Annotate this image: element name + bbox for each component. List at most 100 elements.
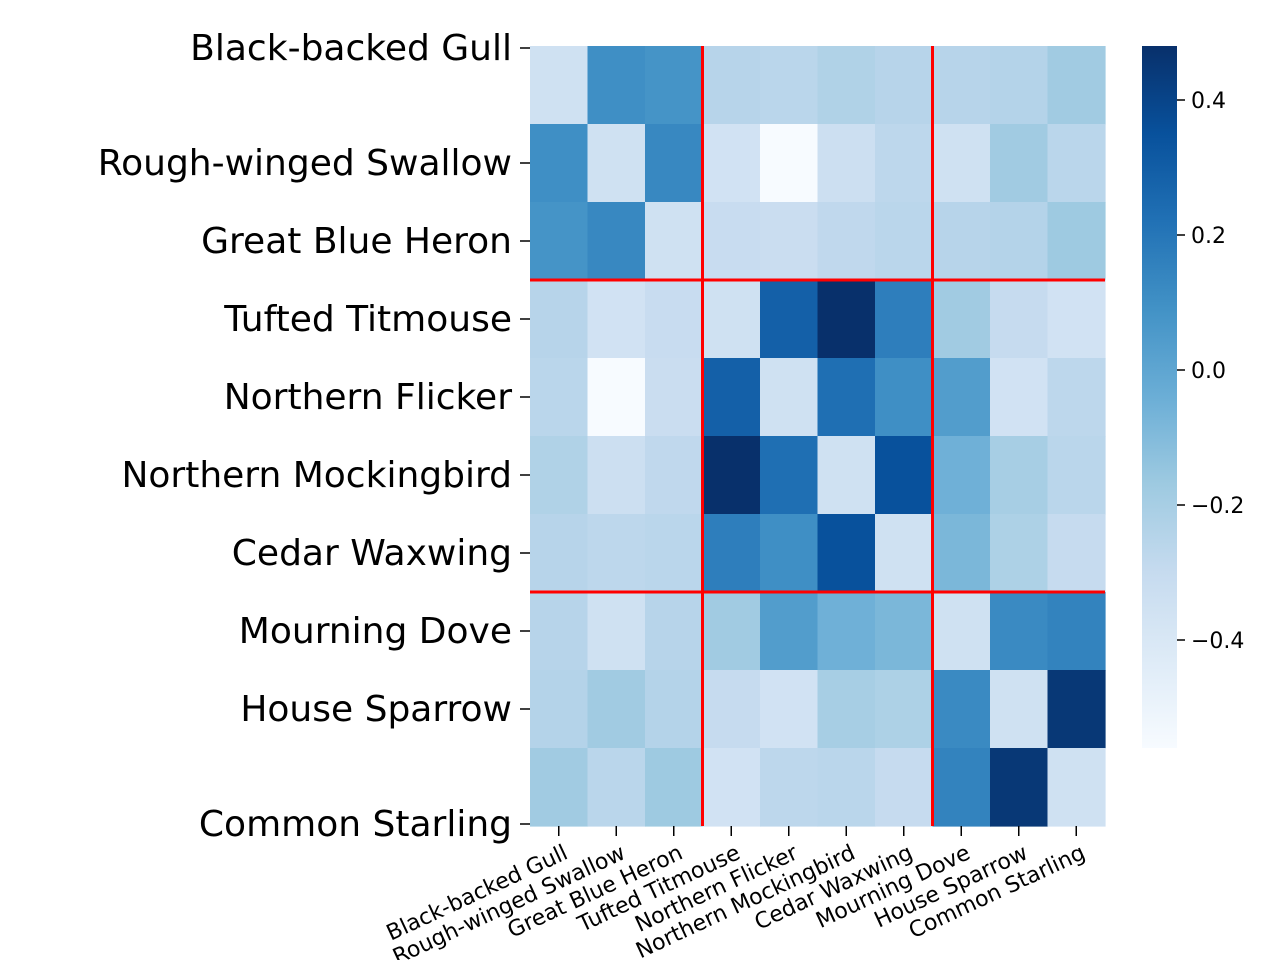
heatmap-cell-r0-c4 [760,46,819,125]
heatmap-cell-r2-c9 [1047,202,1106,281]
heatmap-cell-r5-c9 [1047,436,1106,515]
heatmap-cell-r1-c6 [875,124,934,203]
heatmap-cell-r6-c9 [1047,514,1106,593]
heatmap-cell-r1-c4 [760,124,819,203]
colorbar-tick-label: 0.0 [1191,359,1226,384]
heatmap-cell-r7-c7 [932,592,991,671]
heatmap-cell-r9-c7 [932,748,991,827]
heatmap-cell-r0-c7 [932,46,991,125]
heatmap-cell-r5-c7 [932,436,991,515]
heatmap-cell-r4-c2 [645,358,704,437]
heatmap-cell-r5-c5 [817,436,876,515]
y-tick-label: Tufted Titmouse [223,299,512,340]
heatmap-cell-r7-c8 [990,592,1049,671]
heatmap-cell-r8-c6 [875,670,934,749]
heatmap-cell-r6-c1 [587,514,646,593]
heatmap-cell-r7-c6 [875,592,934,671]
heatmap-cell-r9-c6 [875,748,934,827]
heatmap-cell-r2-c0 [530,202,589,281]
y-tick-label: Great Blue Heron [201,221,512,262]
heatmap-cells [530,46,1106,827]
heatmap-cell-r0-c6 [875,46,934,125]
y-tick-label: Northern Flicker [224,377,512,418]
heatmap-cell-r3-c3 [702,280,761,359]
heatmap-cell-r1-c1 [587,124,646,203]
heatmap-cell-r9-c5 [817,748,876,827]
y-tick-label: Mourning Dove [239,611,512,652]
heatmap-cell-r0-c3 [702,46,761,125]
heatmap-cell-r9-c2 [645,748,704,827]
heatmap-cell-r0-c0 [530,46,589,125]
heatmap-cell-r1-c7 [932,124,991,203]
heatmap-cell-r8-c5 [817,670,876,749]
heatmap-cell-r8-c9 [1047,670,1106,749]
heatmap-cell-r5-c4 [760,436,819,515]
heatmap-cell-r9-c1 [587,748,646,827]
heatmap-cell-r9-c9 [1047,748,1106,827]
heatmap-cell-r8-c8 [990,670,1049,749]
heatmap-cell-r4-c0 [530,358,589,437]
heatmap-cell-r3-c4 [760,280,819,359]
heatmap-cell-r8-c0 [530,670,589,749]
colorbar-tick-label: −0.4 [1191,629,1244,654]
heatmap-cell-r2-c5 [817,202,876,281]
heatmap-cell-r4-c6 [875,358,934,437]
group-boundary-lines [530,46,1105,826]
heatmap-cell-r6-c0 [530,514,589,593]
y-tick-label: Cedar Waxwing [232,533,512,574]
heatmap-cell-r4-c3 [702,358,761,437]
heatmap-cell-r7-c1 [587,592,646,671]
heatmap-cell-r5-c0 [530,436,589,515]
colorbar: 0.4 0.2 0.0 −0.2 −0.4 [1142,46,1244,748]
heatmap-cell-r5-c2 [645,436,704,515]
heatmap-cell-r9-c8 [990,748,1049,827]
heatmap-cell-r5-c8 [990,436,1049,515]
y-tick-label: Rough-winged Swallow [98,143,512,184]
heatmap-cell-r2-c3 [702,202,761,281]
heatmap-cell-r9-c4 [760,748,819,827]
y-tick-label: Black-backed Gull [190,28,512,69]
heatmap-cell-r4-c9 [1047,358,1106,437]
heatmap-cell-r4-c8 [990,358,1049,437]
heatmap-cell-r7-c3 [702,592,761,671]
heatmap-cell-r6-c2 [645,514,704,593]
heatmap-cell-r2-c7 [932,202,991,281]
heatmap-cell-r5-c1 [587,436,646,515]
heatmap-cell-r5-c6 [875,436,934,515]
heatmap-cell-r3-c5 [817,280,876,359]
heatmap-cell-r6-c6 [875,514,934,593]
heatmap-cell-r6-c3 [702,514,761,593]
heatmap-cell-r2-c4 [760,202,819,281]
heatmap-cell-r1-c5 [817,124,876,203]
heatmap-cell-r3-c0 [530,280,589,359]
heatmap-cell-r3-c2 [645,280,704,359]
heatmap-cell-r2-c6 [875,202,934,281]
heatmap-cell-r0-c5 [817,46,876,125]
heatmap-cell-r9-c0 [530,748,589,827]
heatmap-cell-r1-c3 [702,124,761,203]
colorbar-tick-label: 0.2 [1191,224,1226,249]
heatmap-cell-r1-c9 [1047,124,1106,203]
heatmap-cell-r3-c7 [932,280,991,359]
heatmap-cell-r2-c2 [645,202,704,281]
heatmap-cell-r2-c1 [587,202,646,281]
heatmap-cell-r1-c0 [530,124,589,203]
heatmap-cell-r2-c8 [990,202,1049,281]
heatmap-cell-r8-c2 [645,670,704,749]
heatmap-cell-r8-c7 [932,670,991,749]
y-tick-label: House Sparrow [240,689,512,730]
heatmap-cell-r6-c8 [990,514,1049,593]
heatmap-cell-r3-c8 [990,280,1049,359]
heatmap-cell-r7-c5 [817,592,876,671]
colorbar-tick-label: 0.4 [1191,89,1226,114]
heatmap-cell-r4-c1 [587,358,646,437]
heatmap-cell-r8-c1 [587,670,646,749]
heatmap-cell-r7-c9 [1047,592,1106,671]
colorbar-tick-label: −0.2 [1191,494,1244,519]
heatmap-cell-r6-c4 [760,514,819,593]
heatmap-cell-r6-c7 [932,514,991,593]
y-axis: Black-backed Gull Rough-winged Swallow Gre… [98,28,530,845]
heatmap-cell-r3-c6 [875,280,934,359]
